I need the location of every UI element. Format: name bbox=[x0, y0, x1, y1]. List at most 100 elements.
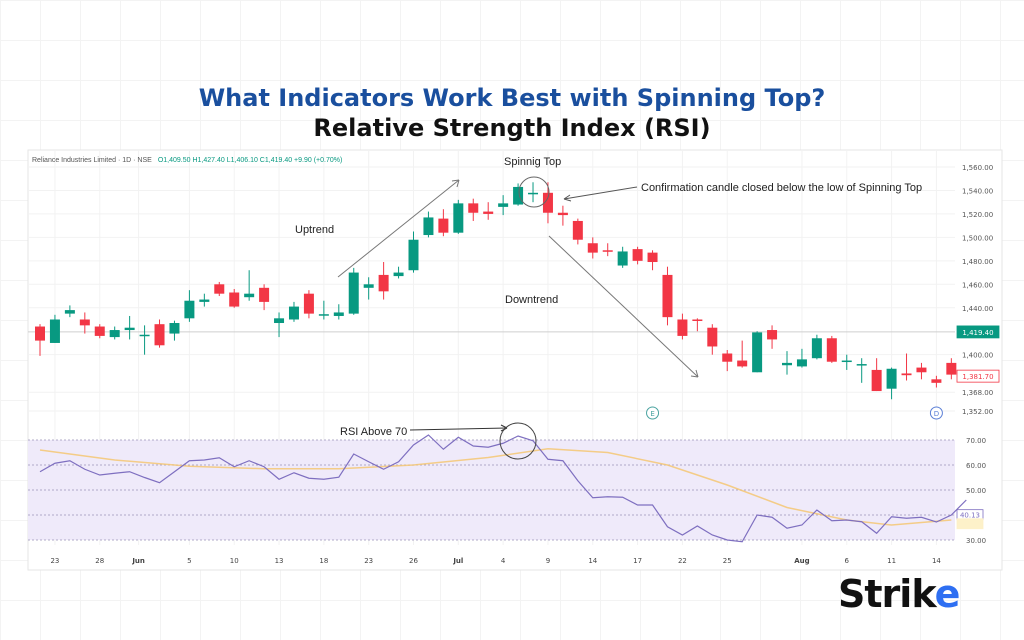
candle-down bbox=[572, 220, 583, 240]
candle-down bbox=[542, 192, 553, 213]
candle-up bbox=[199, 299, 210, 302]
candle-down bbox=[303, 293, 314, 314]
candle-up bbox=[453, 203, 464, 233]
time-tick-label: 17 bbox=[633, 557, 642, 565]
candle-down bbox=[94, 326, 105, 336]
rsi-axis: 70.00 60.00 50.00 30.00 bbox=[966, 437, 986, 545]
time-tick-label: 23 bbox=[364, 557, 373, 565]
symbol-legend: Reliance Industries Limited · 1D · NSE bbox=[32, 157, 152, 164]
confirmation-label: Confirmation candle closed below the low… bbox=[641, 182, 922, 194]
chart-legend: Reliance Industries Limited · 1D · NSE O1… bbox=[32, 157, 342, 164]
time-tick-label: 9 bbox=[546, 557, 550, 565]
time-tick-label: Jul bbox=[452, 557, 463, 565]
candle-up bbox=[244, 293, 255, 298]
candle-up bbox=[333, 312, 344, 316]
candle-up bbox=[752, 332, 763, 373]
candle-up bbox=[109, 330, 120, 338]
earnings-icon bbox=[646, 406, 660, 420]
rsi-ma-line bbox=[39, 447, 952, 526]
candle-down bbox=[632, 249, 643, 261]
time-tick-label: 6 bbox=[845, 557, 850, 565]
spinning-top-label: Spinnig Top bbox=[504, 156, 561, 168]
uptrend-arrow bbox=[337, 179, 460, 278]
candle-up bbox=[393, 272, 404, 277]
candle-down bbox=[214, 284, 225, 294]
candle-down bbox=[557, 212, 568, 216]
price-marker-label: 1,419.40 bbox=[962, 329, 993, 337]
page-title: What Indicators Work Best with Spinning … bbox=[198, 84, 826, 112]
candle-up bbox=[841, 360, 852, 363]
rsi-tick-label: 50.00 bbox=[966, 487, 986, 495]
candle-down bbox=[438, 218, 449, 233]
spinning-top-circle bbox=[518, 176, 550, 208]
candle-up bbox=[528, 192, 539, 195]
candle-down bbox=[662, 274, 673, 318]
time-tick-label: 22 bbox=[678, 557, 687, 565]
candle-up bbox=[318, 314, 329, 316]
candle-down bbox=[692, 319, 703, 321]
price-tick-label: 1,440.00 bbox=[962, 305, 993, 313]
candle-up bbox=[288, 306, 299, 320]
candle-down bbox=[229, 292, 240, 307]
time-tick-label: 10 bbox=[230, 557, 239, 565]
rsi-tick-label: 70.00 bbox=[966, 437, 986, 445]
ohlc-legend: O1,409.50 H1,427.40 L1,406.10 C1,419.40 … bbox=[158, 157, 342, 164]
candle-down bbox=[468, 203, 479, 213]
time-tick-label: 28 bbox=[95, 557, 104, 565]
price-tick-label: 1,540.00 bbox=[962, 187, 993, 195]
rsi-above-circle bbox=[499, 422, 537, 460]
price-tick-label: 1,520.00 bbox=[962, 211, 993, 219]
candle-down bbox=[587, 243, 598, 253]
candle-up bbox=[811, 338, 822, 359]
rsi-tick-label: 60.00 bbox=[966, 462, 986, 470]
price-axis: 1,560.00 1,540.00 1,520.00 1,500.00 1,480.00… bbox=[962, 164, 993, 416]
time-tick-label: 23 bbox=[50, 557, 59, 565]
event-icon-label: D bbox=[934, 410, 939, 418]
candle-down bbox=[378, 274, 389, 292]
time-tick-label: 14 bbox=[932, 557, 941, 565]
time-tick-label: Jun bbox=[131, 557, 145, 565]
arrowhead-icon bbox=[690, 369, 699, 378]
dividend-icon bbox=[929, 406, 943, 420]
price-marker-box bbox=[956, 325, 1000, 339]
candle-up bbox=[796, 359, 807, 367]
candle-up bbox=[274, 318, 285, 324]
rsi-arrow bbox=[409, 427, 508, 431]
price-tick-label: 1,460.00 bbox=[962, 281, 993, 289]
time-tick-label: 13 bbox=[275, 557, 284, 565]
downtrend-arrow bbox=[548, 235, 699, 378]
candle-down bbox=[35, 326, 45, 341]
candle-down bbox=[647, 252, 658, 263]
candle-up bbox=[408, 239, 419, 271]
price-tick-label: 1,368.00 bbox=[962, 389, 993, 397]
candle-up bbox=[498, 203, 509, 207]
candle-down bbox=[677, 319, 688, 336]
rsi-above-label: RSI Above 70 bbox=[340, 426, 407, 438]
candle-down bbox=[916, 367, 927, 373]
rsi-levels bbox=[28, 439, 955, 541]
time-tick-label: 25 bbox=[723, 557, 732, 565]
rsi-line bbox=[39, 434, 967, 543]
price-tick-label: 1,500.00 bbox=[962, 234, 993, 242]
candle-down bbox=[722, 353, 733, 362]
time-tick-label: 18 bbox=[319, 557, 328, 565]
confirmation-arrow bbox=[563, 186, 638, 200]
candle-up bbox=[64, 310, 75, 314]
candle-down bbox=[483, 211, 494, 214]
candle-up bbox=[886, 368, 897, 389]
candle-up bbox=[124, 327, 135, 331]
candle-up bbox=[49, 319, 60, 343]
price-tick-label: 1,560.00 bbox=[962, 164, 993, 172]
rsi-band bbox=[28, 440, 955, 540]
price-marker-label: 1,381.70 bbox=[962, 373, 993, 381]
candle-down bbox=[154, 324, 165, 346]
candle-up bbox=[169, 323, 180, 334]
time-tick-label: 5 bbox=[187, 557, 191, 565]
candle-up bbox=[348, 272, 359, 314]
arrowhead-icon bbox=[563, 194, 572, 202]
candle-up bbox=[856, 364, 867, 366]
candle-down bbox=[946, 362, 957, 375]
downtrend-label: Downtrend bbox=[505, 294, 558, 306]
